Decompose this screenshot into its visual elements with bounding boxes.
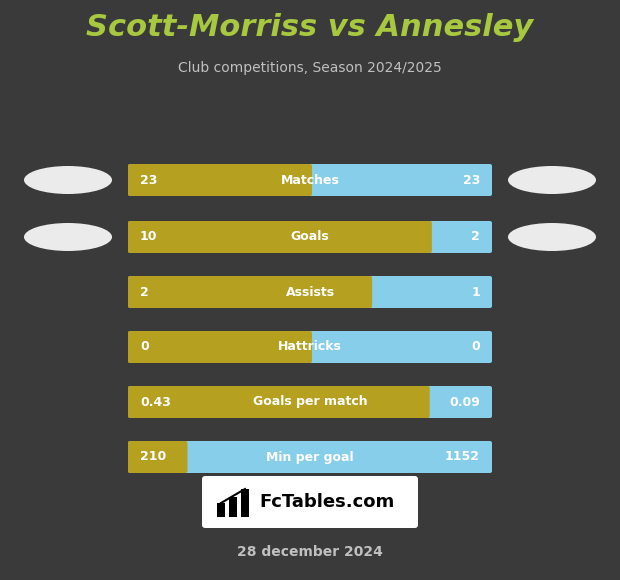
Text: Matches: Matches	[281, 173, 339, 187]
Text: 23: 23	[463, 173, 480, 187]
FancyBboxPatch shape	[128, 386, 430, 418]
Text: 210: 210	[140, 451, 166, 463]
Ellipse shape	[508, 223, 596, 251]
Text: 0.09: 0.09	[449, 396, 480, 408]
FancyBboxPatch shape	[128, 331, 492, 363]
Text: 28 december 2024: 28 december 2024	[237, 545, 383, 559]
Text: 2: 2	[471, 230, 480, 244]
Text: 10: 10	[140, 230, 157, 244]
Text: 1152: 1152	[445, 451, 480, 463]
Text: Goals per match: Goals per match	[253, 396, 367, 408]
Text: FcTables.com: FcTables.com	[259, 493, 394, 511]
Text: 23: 23	[140, 173, 157, 187]
Ellipse shape	[24, 166, 112, 194]
FancyBboxPatch shape	[128, 221, 492, 253]
FancyBboxPatch shape	[128, 164, 312, 196]
Text: 2: 2	[140, 285, 149, 299]
Text: Hattricks: Hattricks	[278, 340, 342, 353]
FancyBboxPatch shape	[128, 441, 187, 473]
FancyBboxPatch shape	[128, 276, 372, 308]
Text: 0.43: 0.43	[140, 396, 171, 408]
FancyBboxPatch shape	[128, 441, 492, 473]
FancyBboxPatch shape	[128, 164, 492, 196]
Text: Scott-Morriss vs Annesley: Scott-Morriss vs Annesley	[86, 13, 534, 42]
FancyBboxPatch shape	[128, 386, 492, 418]
Text: Goals: Goals	[291, 230, 329, 244]
Bar	[241, 489, 249, 517]
FancyBboxPatch shape	[128, 276, 492, 308]
FancyBboxPatch shape	[202, 476, 418, 528]
Text: 0: 0	[140, 340, 149, 353]
Text: Assists: Assists	[285, 285, 335, 299]
Bar	[229, 497, 237, 517]
Text: Min per goal: Min per goal	[266, 451, 354, 463]
Text: 1: 1	[471, 285, 480, 299]
FancyBboxPatch shape	[128, 221, 432, 253]
Bar	[217, 503, 225, 517]
Text: Club competitions, Season 2024/2025: Club competitions, Season 2024/2025	[178, 61, 442, 75]
Ellipse shape	[508, 166, 596, 194]
FancyBboxPatch shape	[128, 331, 312, 363]
Ellipse shape	[24, 223, 112, 251]
Text: 0: 0	[471, 340, 480, 353]
